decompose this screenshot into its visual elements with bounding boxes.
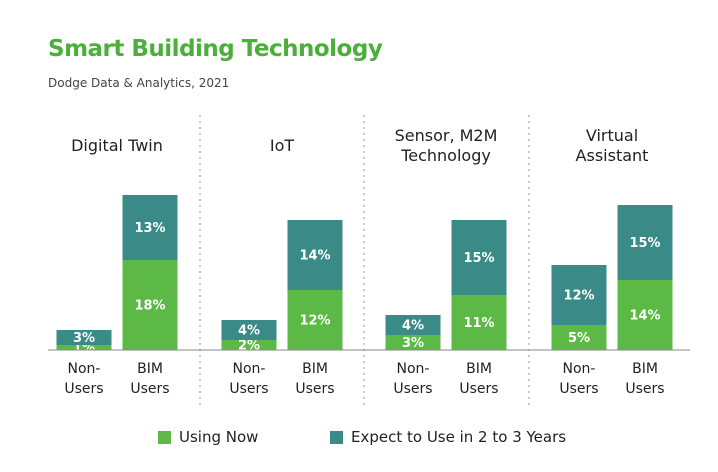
bar-segment	[551, 265, 607, 325]
legend-swatch	[158, 430, 171, 444]
bar-segment	[56, 330, 112, 345]
bar-segment	[385, 335, 441, 350]
value-label: 18%	[134, 299, 165, 314]
bar-segment	[451, 220, 507, 295]
bar-segment	[287, 220, 343, 290]
x-tick-label: Non-Users	[229, 361, 269, 397]
bar-segment	[56, 345, 112, 350]
bar-segment	[551, 325, 607, 350]
bar-segment	[385, 315, 441, 335]
value-label: 13%	[134, 221, 165, 236]
x-tick-label: BIM Users	[295, 361, 335, 397]
x-tick-label: BIM Users	[130, 361, 170, 397]
bar-segment	[287, 290, 343, 350]
value-label: 12%	[299, 314, 330, 329]
legend-item: Using Now	[158, 428, 258, 446]
value-label: 11%	[463, 316, 494, 331]
x-tick-label: BIM Users	[459, 361, 499, 397]
panel-title: Virtual Assistant	[575, 126, 649, 165]
value-label: 2%	[238, 339, 260, 354]
value-label: 14%	[299, 249, 330, 264]
legend-label: Using Now	[179, 428, 259, 446]
x-tick-label: BIM Users	[625, 361, 665, 397]
bar-segment	[617, 205, 673, 280]
value-label: 15%	[629, 236, 660, 251]
bar-segment	[617, 280, 673, 350]
value-label: 3%	[402, 336, 424, 351]
subtitle: Dodge Data & Analytics, 2021	[48, 76, 230, 90]
bar-segment	[221, 320, 277, 340]
panel-title: Sensor, M2M Technology	[394, 126, 498, 165]
x-tick-label: Non-Users	[393, 361, 433, 397]
bar-segment	[221, 340, 277, 350]
panel-title: IoT	[269, 136, 295, 155]
bar-segment	[451, 295, 507, 350]
legend-label: Expect to Use in 2 to 3 Years	[351, 428, 567, 446]
x-tick-label: Non-Users	[64, 361, 104, 397]
x-tick-label: Non-Users	[559, 361, 599, 397]
value-label: 15%	[463, 251, 494, 266]
panel-title: Digital Twin	[71, 136, 163, 155]
value-label: 3%	[73, 331, 95, 346]
value-label: 4%	[238, 324, 260, 339]
value-label: 12%	[563, 289, 594, 304]
bar-segment	[122, 195, 178, 260]
value-label: 5%	[568, 331, 590, 346]
value-label: 4%	[402, 319, 424, 334]
bar-segment	[122, 260, 178, 350]
title: Smart Building Technology	[48, 36, 383, 62]
legend-swatch	[330, 430, 343, 444]
legend-item: Expect to Use in 2 to 3 Years	[330, 428, 566, 446]
value-label: 14%	[629, 309, 660, 324]
